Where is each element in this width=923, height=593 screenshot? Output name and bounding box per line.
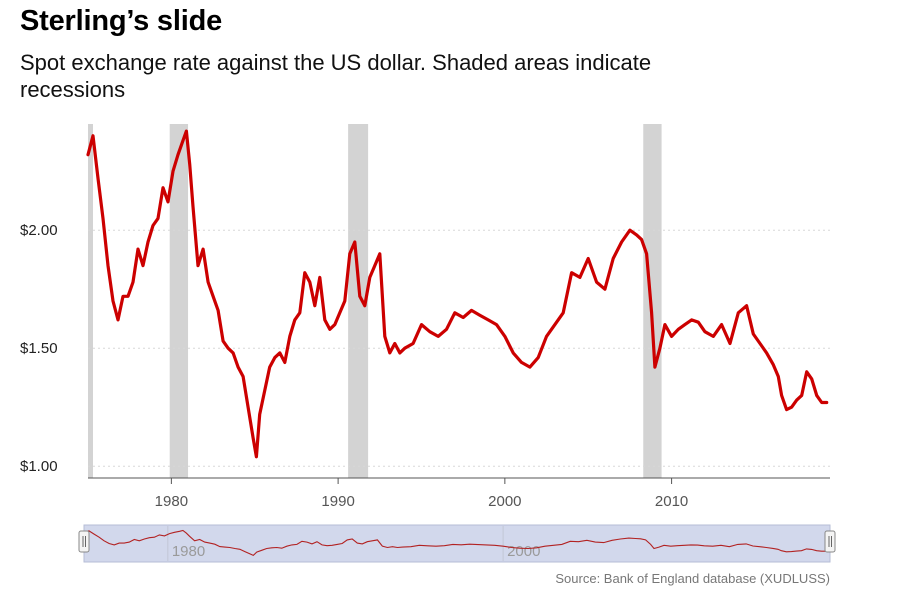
recession-bands [88,124,662,478]
y-tick-label: $2.00 [20,222,58,239]
x-tick-label: 1990 [321,493,354,510]
chart-subtitle: Spot exchange rate against the US dollar… [20,50,652,102]
recession-band-3 [348,124,369,478]
series-line-gbp-usd [86,129,829,459]
navigator-tick-label: 2000 [507,543,540,560]
recession-band-4 [643,124,662,478]
navigator-series [83,529,827,557]
grid-lines [88,229,830,467]
series [86,129,829,459]
y-axis: $1.00 $1.50 $2.00 [20,222,58,475]
range-navigator[interactable]: 1980 2000 [78,524,836,563]
navigator-right-handle[interactable] [824,530,836,553]
navigator-tick-label: 1980 [172,543,205,560]
recession-band-1 [88,124,94,478]
chart-title: Sterling’s slide [20,5,223,37]
x-axis: 1980 1990 2000 2010 [155,478,688,510]
x-tick-label: 2000 [488,493,521,510]
navigator-left-handle[interactable] [78,530,90,553]
x-tick-label: 1980 [155,493,188,510]
source-note: Source: Bank of England database (XUDLUS… [555,571,830,586]
y-tick-label: $1.00 [20,458,58,475]
x-tick-label: 2010 [655,493,688,510]
navigator-series-line [83,529,827,557]
recession-band-2 [169,124,189,478]
navigator-axis: 1980 2000 [167,526,540,561]
y-tick-label: $1.50 [20,340,58,357]
